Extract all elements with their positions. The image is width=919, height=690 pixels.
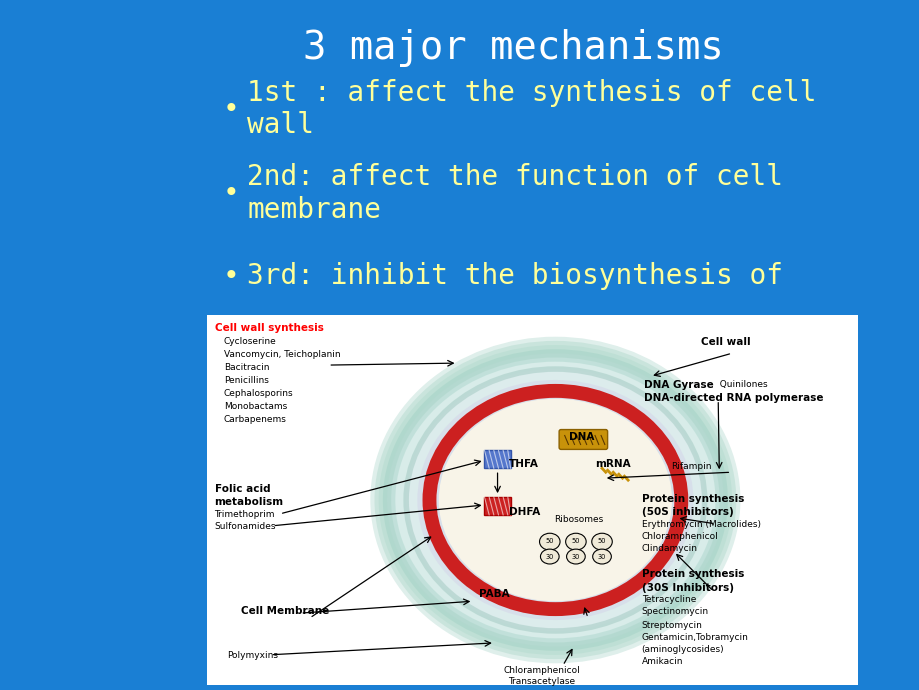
Text: Amikacin: Amikacin	[641, 657, 683, 666]
Ellipse shape	[566, 549, 584, 564]
Text: 30: 30	[597, 553, 606, 560]
Text: Gentamicin,Tobramycin: Gentamicin,Tobramycin	[641, 633, 748, 642]
Bar	[207, 315, 857, 684]
Text: Ribosomes: Ribosomes	[553, 515, 603, 524]
Text: Quinilones: Quinilones	[713, 380, 766, 389]
Ellipse shape	[539, 533, 560, 550]
Text: Streptomycin: Streptomycin	[641, 621, 702, 630]
Text: 3 major mechanisms: 3 major mechanisms	[302, 28, 722, 67]
FancyBboxPatch shape	[559, 430, 607, 449]
Text: Cell wall synthesis: Cell wall synthesis	[214, 324, 323, 333]
Text: Cephalosporins: Cephalosporins	[223, 389, 293, 398]
Text: DNA-directed RNA polymerase: DNA-directed RNA polymerase	[643, 393, 823, 403]
Text: Chloramphenicol: Chloramphenicol	[641, 532, 718, 541]
Text: DNA: DNA	[568, 431, 594, 442]
Text: Rifampin: Rifampin	[671, 462, 711, 471]
Text: 30: 30	[571, 553, 580, 560]
Text: Cell wall: Cell wall	[700, 337, 750, 347]
Bar	[484, 497, 510, 515]
Text: 50: 50	[545, 538, 553, 544]
Ellipse shape	[438, 399, 671, 601]
Text: 50: 50	[597, 538, 606, 544]
Text: Carbapenems: Carbapenems	[223, 415, 287, 424]
Text: PABA: PABA	[479, 589, 509, 599]
Text: Spectinomycin: Spectinomycin	[641, 607, 708, 616]
Text: •: •	[222, 262, 240, 290]
Text: Protein synthesis
(30S Inhibitors): Protein synthesis (30S Inhibitors)	[641, 569, 743, 593]
Text: THFA: THFA	[508, 460, 538, 469]
Text: •: •	[222, 179, 240, 208]
Text: Vancomycin, Teichoplanin: Vancomycin, Teichoplanin	[223, 351, 340, 359]
Ellipse shape	[417, 380, 693, 620]
Text: 1st : affect the synthesis of cell
wall: 1st : affect the synthesis of cell wall	[247, 79, 816, 139]
Text: Erythromycin (Macrolides): Erythromycin (Macrolides)	[641, 520, 760, 529]
Text: 30: 30	[545, 553, 553, 560]
Text: Folic acid
metabolism: Folic acid metabolism	[214, 484, 283, 507]
Ellipse shape	[539, 549, 559, 564]
Text: Trimethoprim: Trimethoprim	[214, 510, 275, 519]
Text: Protein synthesis
(50S inhibitors): Protein synthesis (50S inhibitors)	[641, 494, 743, 518]
Ellipse shape	[592, 549, 611, 564]
Text: DNA Gyrase: DNA Gyrase	[643, 380, 712, 390]
Text: •: •	[222, 95, 240, 123]
Bar	[484, 451, 510, 469]
Text: Sulfonamides: Sulfonamides	[214, 522, 276, 531]
Text: Bacitracin: Bacitracin	[223, 363, 269, 372]
Text: mRNA: mRNA	[595, 460, 630, 469]
Text: 3rd: inhibit the biosynthesis of: 3rd: inhibit the biosynthesis of	[247, 262, 782, 290]
Text: Penicillins: Penicillins	[223, 376, 268, 385]
Text: (aminoglycosides): (aminoglycosides)	[641, 645, 723, 654]
Text: 50: 50	[571, 538, 580, 544]
Text: Cell Membrane: Cell Membrane	[241, 606, 328, 616]
Text: Chloramphenicol
Transacetylase: Chloramphenicol Transacetylase	[503, 666, 579, 686]
Ellipse shape	[405, 369, 704, 631]
Text: Polymyxins: Polymyxins	[227, 651, 278, 660]
Text: Clindamycin: Clindamycin	[641, 544, 697, 553]
Ellipse shape	[382, 349, 727, 651]
Ellipse shape	[565, 533, 585, 550]
Text: Monobactams: Monobactams	[223, 402, 287, 411]
Text: DHFA: DHFA	[508, 507, 539, 517]
Text: Cycloserine: Cycloserine	[223, 337, 277, 346]
Text: Tetracycline: Tetracycline	[641, 595, 696, 604]
Text: 2nd: affect the function of cell
membrane: 2nd: affect the function of cell membran…	[247, 164, 782, 224]
Ellipse shape	[591, 533, 612, 550]
